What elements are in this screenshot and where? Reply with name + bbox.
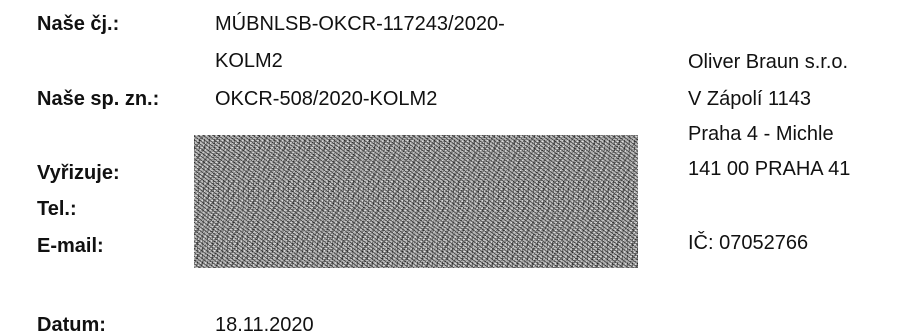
recipient-name: Oliver Braun s.r.o. [688, 51, 849, 73]
recipient-postal-city: 141 00 PRAHA 41 [688, 158, 851, 180]
recipient-ico: IČ: 07052766 [688, 232, 809, 254]
label-datum: Datum: [37, 314, 106, 336]
recipient-street: V Zápolí 1143 [688, 88, 812, 110]
label-email: E-mail: [37, 235, 104, 257]
date-value: 18.11.2020 [215, 314, 314, 336]
recipient-district: Praha 4 - Michle [688, 123, 834, 145]
label-vyrizuje: Vyřizuje: [37, 162, 120, 184]
label-tel: Tel.: [37, 198, 77, 220]
reference-number-line2: KOLM2 [215, 50, 283, 72]
reference-number-line1: MÚBNLSB-OKCR-117243/2020- [215, 13, 505, 35]
redacted-contact-block [194, 135, 638, 268]
file-number: OKCR-508/2020-KOLM2 [215, 88, 438, 110]
label-nase-cj: Naše čj.: [37, 13, 120, 35]
label-nase-sp-zn: Naše sp. zn.: [37, 88, 160, 110]
